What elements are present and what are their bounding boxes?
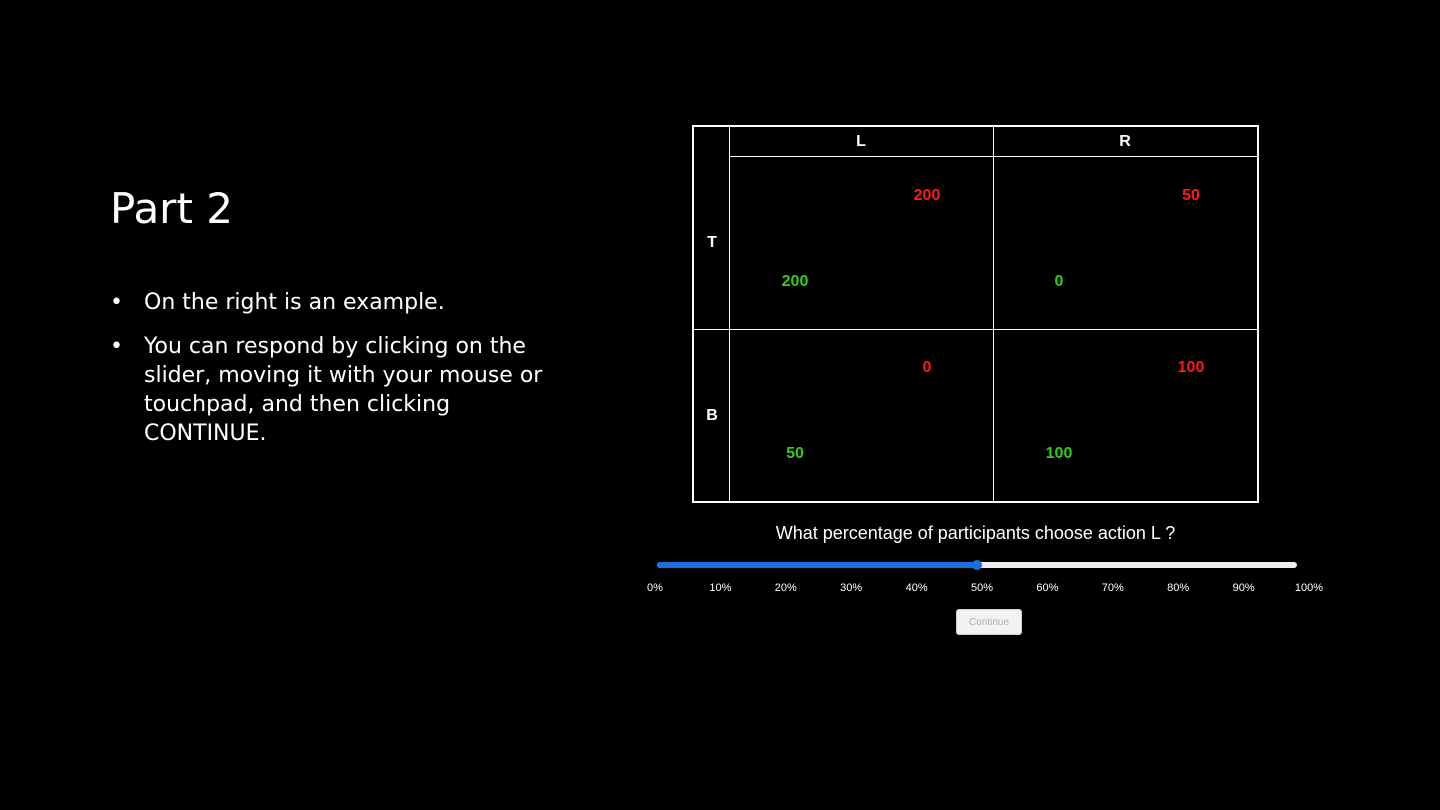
row-label-t: T [707, 234, 717, 251]
slider-tick-label: 40% [905, 582, 928, 594]
matrix-divider [729, 156, 1257, 157]
row-label-b: B [706, 407, 718, 424]
slide-title: Part 2 [110, 184, 233, 233]
slider-tick-label: 90% [1232, 582, 1255, 594]
slider-fill [657, 562, 977, 568]
payoff-tr-green: 0 [1054, 273, 1064, 290]
slider-tick-label: 70% [1101, 582, 1124, 594]
payoff-br-red: 100 [1177, 359, 1205, 376]
slider-tick-label: 80% [1167, 582, 1190, 594]
payoff-br-green: 100 [1045, 445, 1073, 462]
matrix-divider [729, 127, 730, 501]
slider-tick-label: 20% [774, 582, 797, 594]
slider-tick-label: 60% [1036, 582, 1059, 594]
slider-tick-label: 10% [709, 582, 732, 594]
payoff-tl-red: 200 [913, 187, 941, 204]
bullet-marker: • [110, 290, 123, 315]
payoff-tr-red: 50 [1182, 187, 1200, 204]
bullet-text: You can respond by clicking on the slide… [144, 334, 543, 446]
column-label-r: R [1119, 133, 1131, 150]
bullet-item: • You can respond by clicking on the sli… [110, 332, 550, 448]
slider-tick-label: 30% [840, 582, 863, 594]
bullet-text: On the right is an example. [144, 290, 445, 315]
payoff-bl-green: 50 [786, 445, 804, 462]
matrix-divider [694, 329, 1257, 330]
instruction-list: • On the right is an example. • You can … [110, 288, 550, 463]
payoff-matrix: L R T B 200 200 50 0 0 50 100 100 [692, 125, 1259, 503]
question-text: What percentage of participants choose a… [775, 523, 1176, 543]
slider-tick-label: 50% [970, 582, 994, 594]
bullet-marker: • [110, 334, 123, 359]
column-label-l: L [856, 133, 866, 150]
percentage-slider[interactable] [657, 560, 1297, 570]
payoff-tl-green: 200 [781, 273, 809, 290]
slider-tick-label: 0% [647, 582, 663, 594]
slider-tick-label: 100% [1294, 582, 1324, 594]
continue-button[interactable]: Continue [956, 609, 1022, 635]
matrix-divider [993, 127, 994, 501]
payoff-bl-red: 0 [922, 359, 932, 376]
bullet-item: • On the right is an example. [110, 288, 550, 317]
slider-thumb[interactable] [972, 560, 982, 570]
